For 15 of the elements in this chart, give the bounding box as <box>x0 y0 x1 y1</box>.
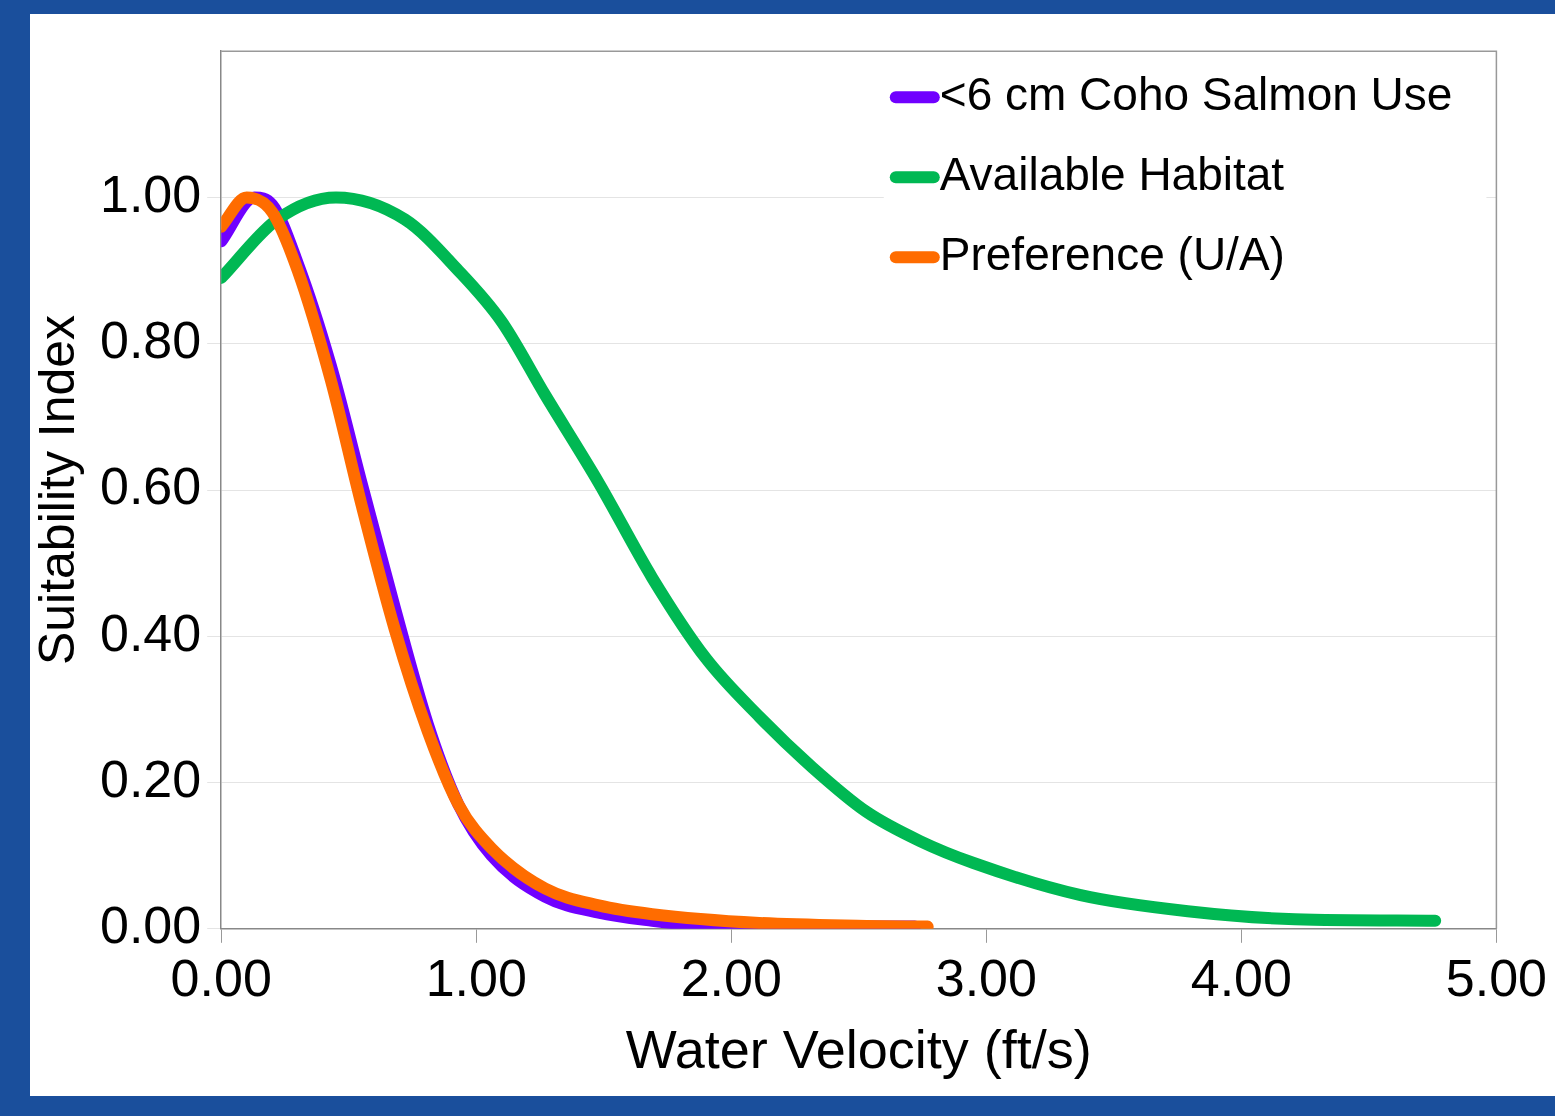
x-tick-label: 4.00 <box>1190 949 1292 1008</box>
y-tick-label: 0.60 <box>99 457 202 516</box>
y-tick-label: 0.20 <box>99 749 202 808</box>
legend-label: Preference (U/A) <box>939 227 1285 280</box>
x-tick-label: 5.00 <box>1445 949 1548 1008</box>
y-tick-label: 0.40 <box>99 603 202 662</box>
y-tick-label: 1.00 <box>99 164 202 223</box>
legend-label: Available Habitat <box>939 147 1285 200</box>
x-axis-title: Water Velocity (ft/s) <box>625 1019 1092 1080</box>
x-tick-label: 2.00 <box>680 949 782 1008</box>
x-tick-label: 3.00 <box>935 949 1037 1008</box>
x-tick-label: 1.00 <box>425 949 527 1008</box>
y-axis-title: Suitability Index <box>28 314 85 666</box>
legend-label: <6 cm Coho Salmon Use <box>939 67 1453 120</box>
y-tick-label: 0.80 <box>99 311 202 370</box>
